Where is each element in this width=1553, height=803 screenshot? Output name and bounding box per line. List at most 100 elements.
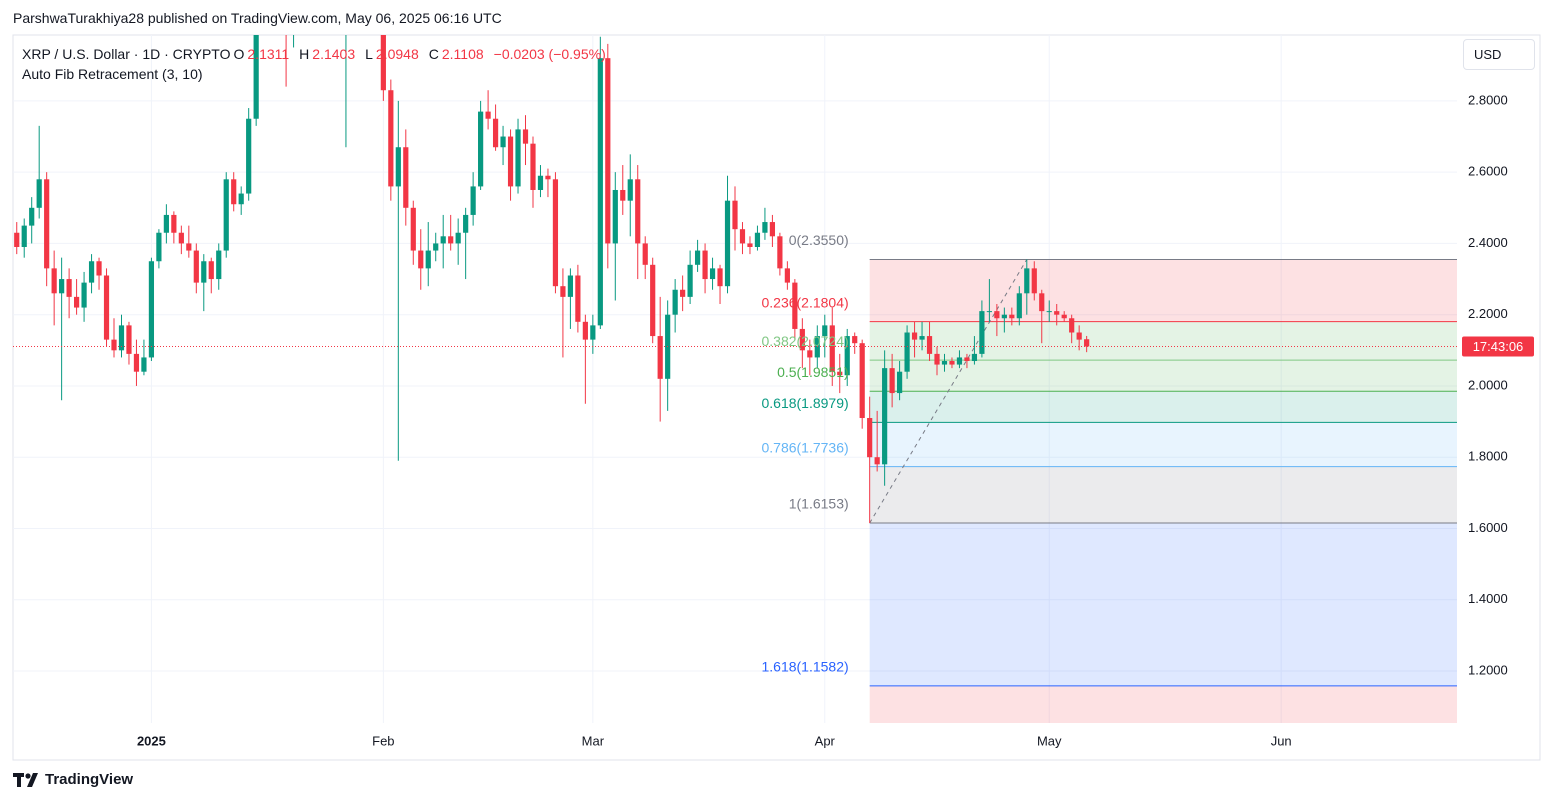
- candle-body: [44, 179, 50, 269]
- symbol-title: XRP / U.S. Dollar · 1D · CRYPTO: [22, 46, 231, 62]
- candle-body: [440, 236, 446, 244]
- candle-body: [575, 275, 581, 322]
- candle-body: [1084, 339, 1090, 347]
- candle-body: [627, 179, 633, 201]
- candle-body: [246, 118, 252, 194]
- ohlc-letter: C: [428, 46, 439, 62]
- candle-body: [522, 129, 529, 144]
- fib-band: [869, 360, 1457, 392]
- candle-body: [103, 275, 110, 340]
- candle-body: [216, 250, 222, 280]
- candle-body: [433, 243, 439, 251]
- fib-level-label: 1(1.6153): [789, 496, 849, 512]
- candle-body: [500, 136, 506, 148]
- candle-body: [238, 193, 244, 205]
- y-tick-label: 2.4000: [1468, 235, 1508, 250]
- logo-icon: [13, 772, 38, 787]
- ohlc-value: 2.1108: [441, 46, 484, 62]
- candle-body: [732, 200, 738, 230]
- candle-body: [171, 214, 177, 233]
- ohlc-value: 2.1403: [312, 46, 356, 62]
- y-tick-label: 2.6000: [1468, 164, 1508, 179]
- candle-body: [358, 0, 363, 1]
- candle-body: [36, 179, 42, 208]
- candle-body: [88, 261, 95, 283]
- candle-body: [51, 268, 57, 294]
- candle-body: [1016, 293, 1022, 319]
- fib-band: [869, 685, 1457, 723]
- candle-body: [515, 129, 521, 187]
- candle-body: [1009, 314, 1015, 319]
- candle-body: [186, 243, 192, 251]
- candle-body: [911, 332, 918, 340]
- y-tick-label: 2.8000: [1468, 92, 1508, 107]
- candle-body: [986, 311, 992, 313]
- candle-body: [380, 35, 386, 91]
- candle-body: [223, 179, 229, 251]
- candle-body: [874, 457, 880, 465]
- candle-body: [859, 343, 865, 419]
- candle-body: [852, 336, 858, 344]
- candle-body: [792, 282, 798, 329]
- candle-body: [837, 371, 843, 376]
- fib-band: [869, 259, 1457, 322]
- footer: TradingView: [13, 771, 133, 788]
- ohlc-value: 2.0948: [375, 46, 419, 62]
- currency-button[interactable]: USD: [1463, 39, 1535, 70]
- candle-body: [650, 264, 656, 337]
- fib-band: [869, 391, 1457, 423]
- fib-band: [869, 523, 1457, 686]
- axes: 1.2000 1.4000 1.6000 1.8000 2.0000 2.2000 2.40…: [137, 92, 1534, 748]
- chart-frame: [12, 34, 1541, 761]
- candle-body: [717, 268, 723, 287]
- candle-body: [889, 368, 895, 394]
- y-tick-label: 2.2000: [1468, 306, 1508, 321]
- candle-body: [126, 325, 132, 354]
- candle-body: [463, 214, 469, 233]
- candle-body: [672, 289, 678, 315]
- candle-body: [777, 236, 783, 269]
- candle-body: [111, 339, 117, 351]
- candle-body: [148, 261, 155, 358]
- legend: XRP / U.S. Dollar · 1D · CRYPTO O 2.1311 H 2…: [22, 44, 616, 84]
- candle-body: [612, 189, 618, 244]
- candle-body: [1039, 293, 1045, 312]
- ohlc-letter: L: [365, 46, 373, 62]
- candle-body: [941, 361, 948, 365]
- candle-body: [702, 250, 708, 280]
- candle-body: [694, 250, 701, 265]
- y-tick-label: 1.8000: [1468, 449, 1508, 464]
- candle-body: [1046, 311, 1052, 313]
- candle-body: [1054, 311, 1060, 315]
- x-tick-label: Feb: [372, 733, 394, 748]
- candle-body: [73, 296, 80, 308]
- fib-level-label: 0.618(1.8979): [761, 395, 848, 411]
- candle-body: [642, 243, 648, 265]
- candle-body: [754, 232, 761, 247]
- price-tag: [1462, 336, 1534, 357]
- candle-body: [492, 118, 499, 148]
- candle-body: [21, 225, 27, 247]
- candle-body: [388, 90, 394, 187]
- fib-retracement: [869, 258, 1457, 723]
- candle-body: [81, 282, 87, 308]
- candle-body: [904, 332, 910, 372]
- candle-body: [680, 289, 686, 297]
- candle-body: [971, 353, 978, 362]
- candle-body: [193, 250, 199, 283]
- candle-body: [949, 361, 955, 365]
- publish-header: ParshwaTurakhiya28 published on TradingV…: [13, 10, 502, 26]
- candle-body: [822, 325, 828, 337]
- candle-body: [934, 353, 940, 365]
- fib-level-label: 0.382(2.0724): [761, 333, 848, 349]
- ohlc-letter: H: [299, 46, 310, 62]
- candle-body: [418, 250, 424, 269]
- candle-body: [1076, 332, 1082, 340]
- fib-level-label: 1.618(1.1582): [761, 659, 848, 675]
- fib-level-label: 0(2.3550): [789, 232, 849, 248]
- candle-body: [133, 353, 140, 372]
- fib-trend-line: [869, 259, 1028, 524]
- candle-body: [829, 325, 835, 372]
- fib-band: [869, 321, 1457, 361]
